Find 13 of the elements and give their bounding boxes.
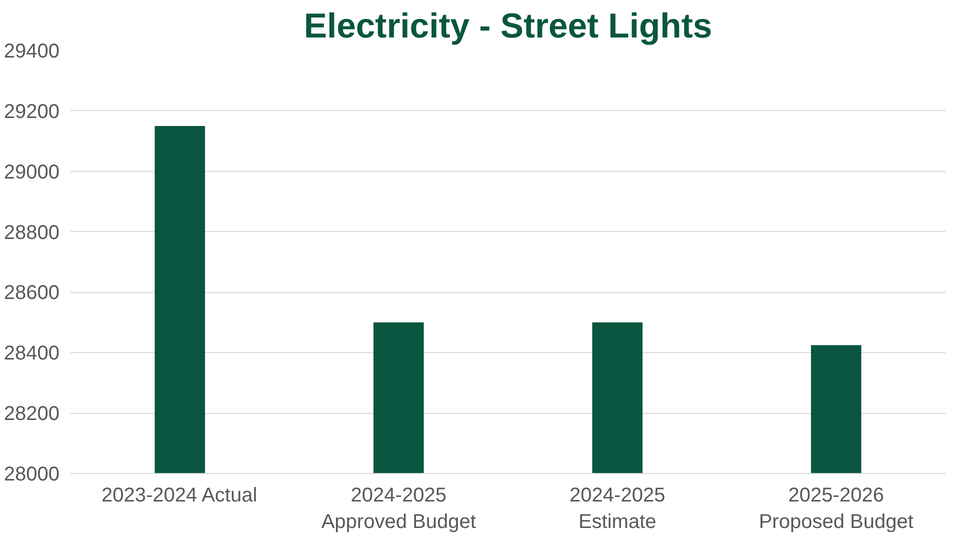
y-tick-label: 28600 xyxy=(4,282,60,304)
y-tick-label: 29200 xyxy=(4,100,60,123)
x-tick-label: 2023-2024 Actual xyxy=(101,484,258,506)
y-tick-label: 29400 xyxy=(4,40,60,62)
chart-title: Electricity - Street Lights xyxy=(304,8,712,46)
x-tick-label: 2024-2025 Estimate xyxy=(570,484,666,533)
y-tick-label: 28800 xyxy=(4,222,60,244)
y-tick-label: 29000 xyxy=(4,161,60,184)
x-tick-label: 2025-2026 Proposed Budget xyxy=(758,484,914,533)
y-tick-label: 28200 xyxy=(4,403,60,426)
y-tick-label: 28000 xyxy=(4,464,60,486)
x-tick-label: 2024-2025 Approved Budget xyxy=(321,484,476,533)
y-tick-label: 28400 xyxy=(4,342,60,365)
